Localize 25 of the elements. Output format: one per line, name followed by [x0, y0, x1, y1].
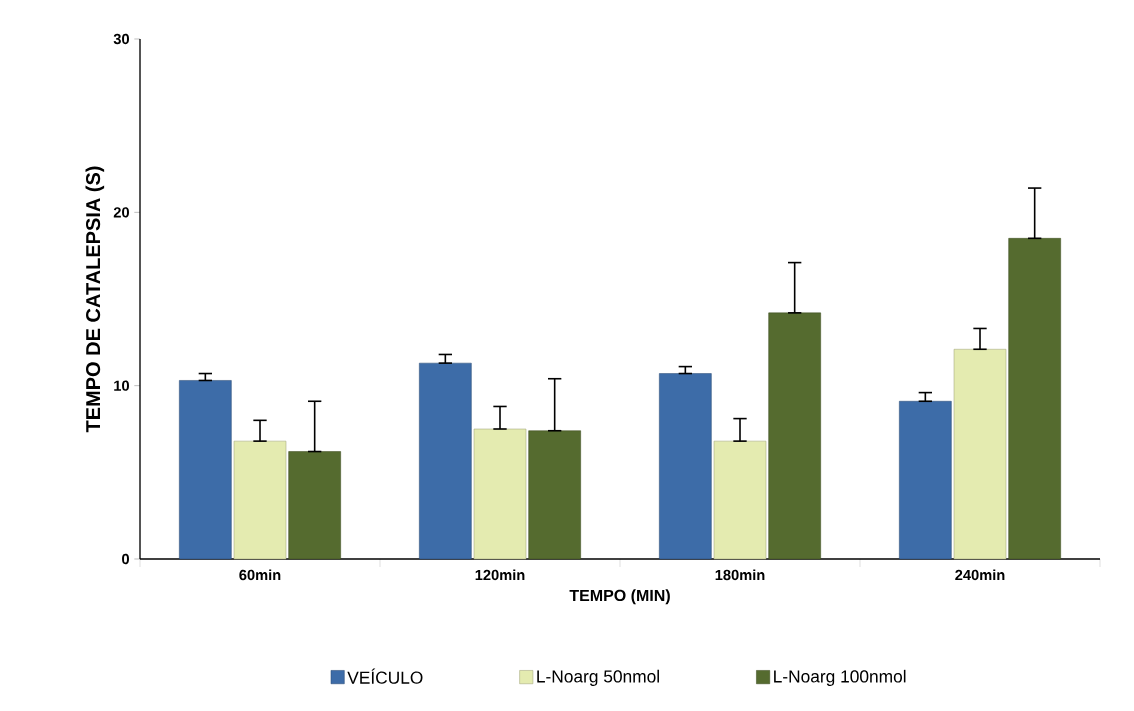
x-axis-title: TEMPO (MIN) [569, 589, 670, 605]
bar [953, 349, 1007, 560]
x-tick-label: 60min [239, 569, 281, 581]
y-tick-label: 0 [122, 553, 129, 565]
bar [1008, 238, 1061, 560]
legend-label: L-Noarg 50nmol [537, 669, 659, 686]
bar [233, 440, 287, 560]
bar [419, 362, 472, 560]
bar [899, 401, 952, 560]
y-axis-title: TEMPO DE CATALEPSIA (S) [85, 166, 105, 433]
bar [528, 430, 581, 560]
x-tick-label: 240min [955, 569, 1005, 581]
x-tick-label: 180min [715, 569, 765, 581]
bar [713, 440, 767, 560]
bar [179, 380, 232, 560]
y-tick-label: 10 [114, 380, 129, 391]
bar [659, 373, 712, 560]
bar [288, 451, 341, 560]
legend-label: L-Noarg 100nmol [774, 669, 906, 686]
y-tick-label: 30 [113, 33, 129, 45]
legend-label: VEÍCULO [347, 668, 423, 684]
y-tick-label: 20 [113, 207, 129, 218]
x-tick-label: 120min [475, 569, 525, 581]
bar [768, 312, 821, 560]
bar [473, 428, 527, 560]
